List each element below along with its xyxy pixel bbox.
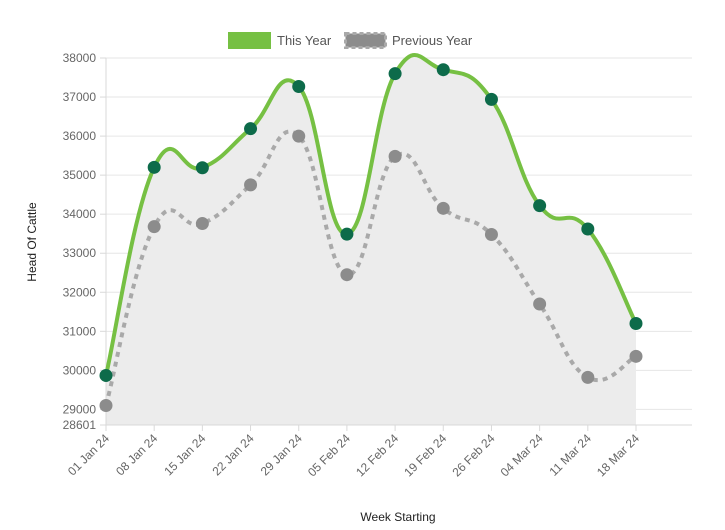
x-tick-label: 19 Feb 24 xyxy=(401,431,449,479)
this-year-area xyxy=(106,54,636,425)
x-tick-label: 08 Jan 24 xyxy=(113,431,160,478)
legend-label-previous-year: Previous Year xyxy=(392,33,473,48)
legend[interactable]: This Year Previous Year xyxy=(228,32,473,49)
this-year-point[interactable] xyxy=(533,199,547,213)
this-year-point[interactable] xyxy=(244,122,258,136)
x-axis-title: Week Starting xyxy=(360,510,435,524)
this-year-point[interactable] xyxy=(388,67,402,81)
y-tick-label: 30000 xyxy=(63,363,97,377)
previous-year-line xyxy=(104,129,638,407)
axes xyxy=(105,58,692,426)
legend-item-previous-year[interactable]: Previous Year xyxy=(344,32,473,49)
y-tick-label: 32000 xyxy=(63,285,97,299)
y-axis-title: Head Of Cattle xyxy=(25,202,39,282)
y-tick-label: 36000 xyxy=(63,129,97,143)
previous-year-point[interactable] xyxy=(340,268,354,282)
y-tick-label: 33000 xyxy=(63,246,97,260)
previous-year-point[interactable] xyxy=(99,399,113,413)
previous-year-point[interactable] xyxy=(629,349,643,363)
x-tick-label: 05 Feb 24 xyxy=(305,431,353,479)
x-tick-label: 04 Mar 24 xyxy=(498,431,546,479)
y-tick-label: 37000 xyxy=(63,90,97,104)
this-year-point[interactable] xyxy=(99,368,113,382)
series-points xyxy=(99,63,643,413)
previous-year-point[interactable] xyxy=(533,297,547,311)
this-year-point[interactable] xyxy=(340,227,354,241)
y-tick-label: 29000 xyxy=(63,402,97,416)
previous-year-point[interactable] xyxy=(292,129,306,143)
previous-year-point[interactable] xyxy=(436,201,450,215)
this-year-point[interactable] xyxy=(195,161,209,175)
previous-year-point[interactable] xyxy=(388,149,402,163)
x-tick-label: 01 Jan 24 xyxy=(65,431,112,478)
this-year-point[interactable] xyxy=(147,160,161,174)
legend-item-this-year[interactable]: This Year xyxy=(228,32,332,49)
legend-label-this-year: This Year xyxy=(277,33,332,48)
this-year-point[interactable] xyxy=(292,80,306,94)
this-year-point[interactable] xyxy=(484,92,498,106)
previous-year-point[interactable] xyxy=(147,220,161,234)
x-tick-label: 11 Mar 24 xyxy=(546,431,594,479)
previous-year-point[interactable] xyxy=(195,217,209,231)
x-tick-label: 18 Mar 24 xyxy=(594,431,642,479)
y-tick-label: 31000 xyxy=(63,324,97,338)
x-tick-label: 12 Feb 24 xyxy=(353,431,401,479)
legend-swatch-previous-year xyxy=(344,32,387,49)
area-fill xyxy=(106,54,636,425)
y-tick-label: 28601 xyxy=(63,418,97,432)
y-tick-label: 34000 xyxy=(63,207,97,221)
x-tick-label: 29 Jan 24 xyxy=(258,431,305,478)
y-tick-label: 35000 xyxy=(63,168,97,182)
legend-swatch-this-year xyxy=(228,32,271,49)
this-year-point[interactable] xyxy=(436,63,450,77)
previous-year-point[interactable] xyxy=(484,227,498,241)
this-year-point[interactable] xyxy=(629,317,643,331)
x-tick-label: 22 Jan 24 xyxy=(209,431,256,478)
previous-year-point[interactable] xyxy=(581,370,595,384)
x-tick-label: 26 Feb 24 xyxy=(449,431,497,479)
y-tick-label: 38000 xyxy=(63,51,97,65)
this-year-point[interactable] xyxy=(581,222,595,236)
previous-year-point[interactable] xyxy=(244,178,258,192)
x-tick-label: 15 Jan 24 xyxy=(161,431,208,478)
